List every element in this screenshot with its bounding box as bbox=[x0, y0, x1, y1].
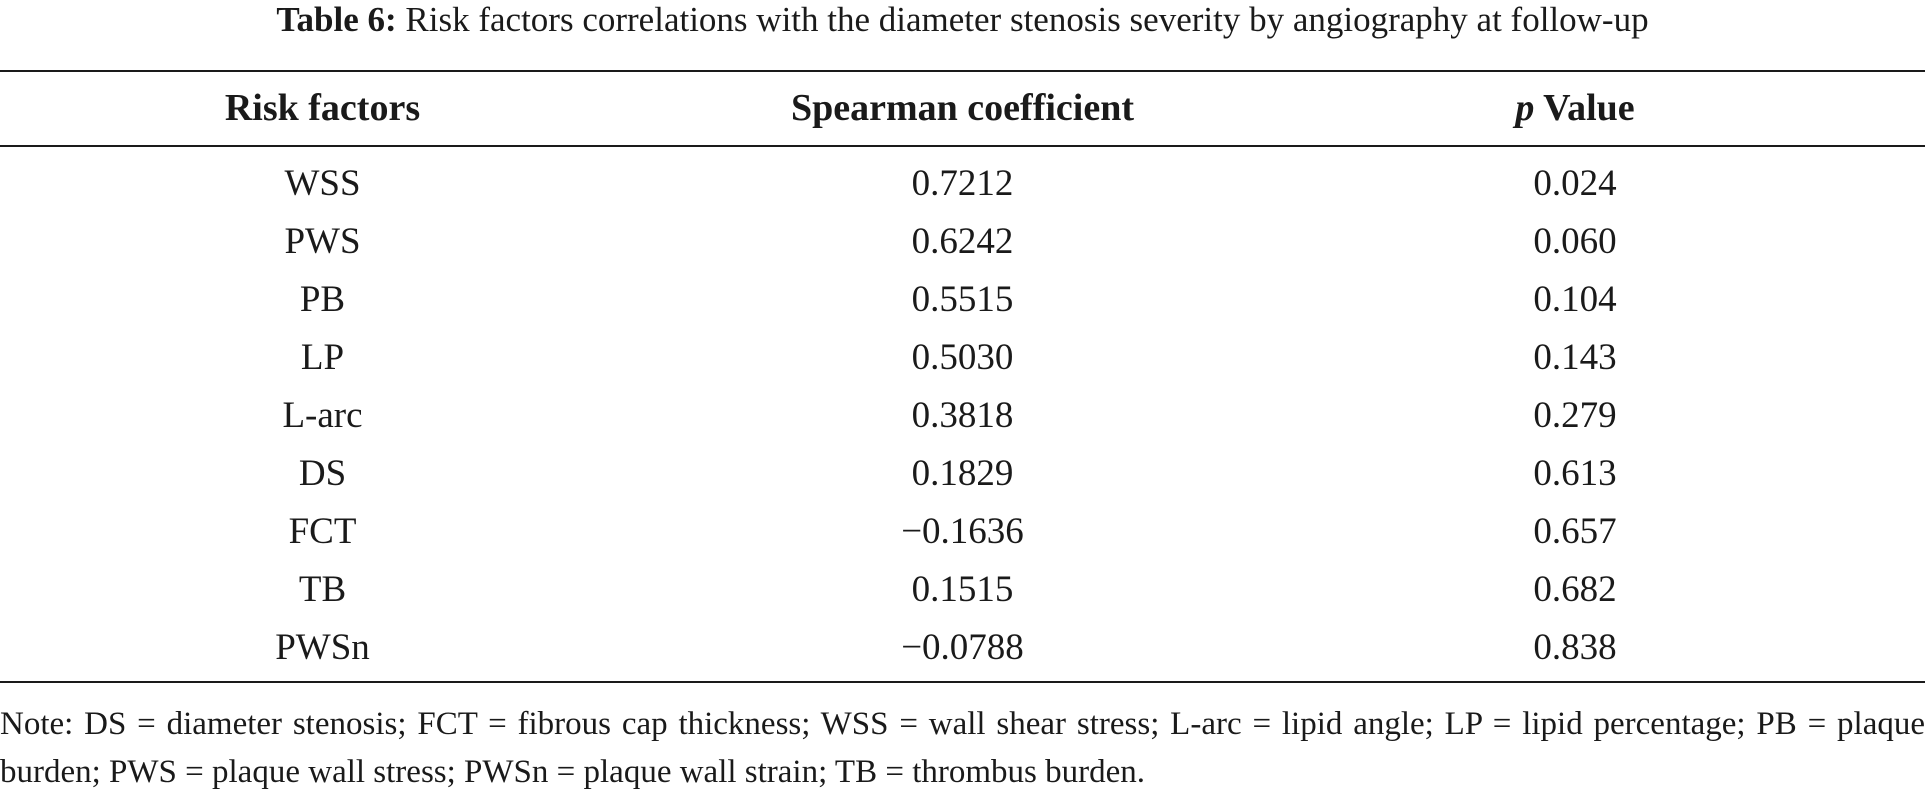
p-value-cell: 0.838 bbox=[1533, 627, 1617, 668]
risk-factor-cell: LP bbox=[300, 337, 345, 378]
table-row: L-arc 0.3818 0.279 bbox=[0, 387, 1925, 445]
table-row: TB 0.1515 0.682 bbox=[0, 561, 1925, 619]
risk-factor-cell: PWSn bbox=[275, 627, 370, 668]
risk-factor-cell: L-arc bbox=[282, 395, 363, 436]
table-body: WSS 0.7212 0.024 PWS 0.6242 0.060 PB 0.5… bbox=[0, 155, 1925, 675]
table-row: LP 0.5030 0.143 bbox=[0, 329, 1925, 387]
p-value-cell: 0.657 bbox=[1533, 511, 1617, 552]
spearman-coefficient-cell: 0.6242 bbox=[911, 221, 1014, 262]
table-note: Note: DS = diameter stenosis; FCT = fibr… bbox=[0, 706, 1925, 790]
table-row: PB 0.5515 0.104 bbox=[0, 271, 1925, 329]
table-header-rule bbox=[0, 145, 1925, 147]
spearman-coefficient-cell: −0.0788 bbox=[901, 627, 1024, 668]
table-bottom-rule bbox=[0, 681, 1925, 683]
p-value-cell: 0.104 bbox=[1533, 279, 1617, 320]
table-header-row: Risk factors Spearman coefficient p Valu… bbox=[0, 72, 1925, 145]
table-caption-label: Table 6: bbox=[276, 0, 397, 39]
table-row: WSS 0.7212 0.024 bbox=[0, 155, 1925, 213]
spearman-coefficient-cell: 0.1829 bbox=[911, 453, 1014, 494]
risk-factor-cell: PWS bbox=[284, 221, 361, 262]
header-p-value: p Value bbox=[1450, 72, 1700, 145]
p-value-cell: 0.143 bbox=[1533, 337, 1617, 378]
risk-factor-cell: WSS bbox=[284, 163, 361, 204]
header-p-symbol: p bbox=[1515, 87, 1535, 129]
table-row: PWS 0.6242 0.060 bbox=[0, 213, 1925, 271]
header-p-label: Value bbox=[1534, 87, 1635, 129]
spearman-coefficient-cell: 0.1515 bbox=[911, 569, 1014, 610]
spearman-coefficient-cell: 0.3818 bbox=[911, 395, 1014, 436]
table-caption-text: Risk factors correlations with the diame… bbox=[396, 0, 1649, 39]
spearman-coefficient-cell: 0.7212 bbox=[911, 163, 1014, 204]
table-row: DS 0.1829 0.613 bbox=[0, 445, 1925, 503]
header-spearman-coefficient: Spearman coefficient bbox=[791, 87, 1134, 129]
spearman-coefficient-cell: 0.5515 bbox=[911, 279, 1014, 320]
risk-factor-cell: DS bbox=[298, 453, 347, 494]
risk-factor-cell: FCT bbox=[288, 511, 357, 552]
spearman-coefficient-cell: 0.5030 bbox=[911, 337, 1014, 378]
p-value-cell: 0.613 bbox=[1533, 453, 1617, 494]
p-value-cell: 0.279 bbox=[1533, 395, 1617, 436]
p-value-cell: 0.682 bbox=[1533, 569, 1617, 610]
p-value-cell: 0.060 bbox=[1533, 221, 1617, 262]
risk-factor-cell: PB bbox=[299, 279, 346, 320]
table-row: PWSn −0.0788 0.838 bbox=[0, 619, 1925, 677]
header-risk-factors: Risk factors bbox=[224, 87, 421, 129]
table-row: FCT −0.1636 0.657 bbox=[0, 503, 1925, 561]
spearman-coefficient-cell: −0.1636 bbox=[901, 511, 1024, 552]
table-top-rule bbox=[0, 70, 1925, 72]
p-value-cell: 0.024 bbox=[1533, 163, 1617, 204]
risk-factor-cell: TB bbox=[298, 569, 347, 610]
table-caption: Table 6: Risk factors correlations with … bbox=[0, 0, 1925, 40]
